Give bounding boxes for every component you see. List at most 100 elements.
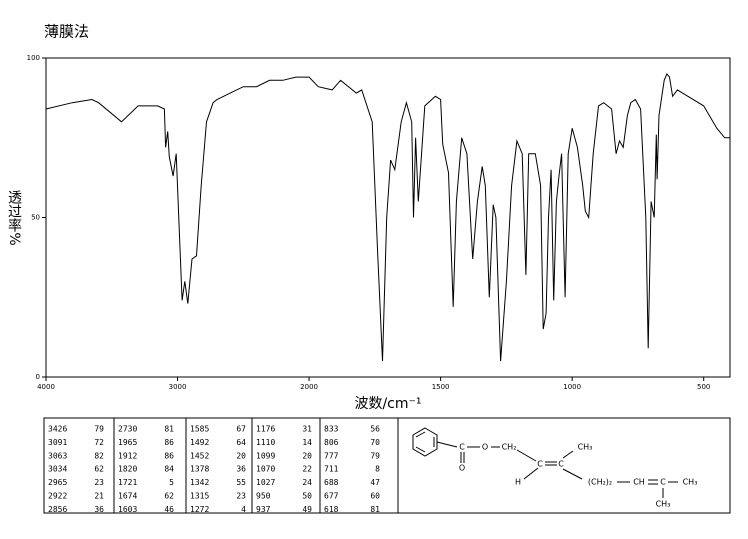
peak-wavenumber: 1027 (256, 478, 275, 487)
peak-transmittance: 82 (94, 451, 104, 460)
peak-wavenumber: 3063 (48, 451, 67, 460)
peak-transmittance: 72 (94, 438, 104, 447)
structure-label: (CH₂)₂ (588, 478, 612, 487)
structure-label: H (515, 478, 521, 487)
peak-transmittance: 4 (241, 505, 246, 514)
peak-transmittance: 22 (302, 465, 312, 474)
x-axis-label: 波数/cm⁻¹ (354, 396, 421, 412)
peak-wavenumber: 677 (324, 492, 339, 501)
x-tick-label: 2000 (300, 383, 318, 391)
peak-wavenumber: 1721 (118, 478, 137, 487)
peak-wavenumber: 1965 (118, 438, 137, 447)
x-tick-label: 500 (697, 383, 710, 391)
peak-transmittance: 62 (164, 492, 174, 501)
peak-wavenumber: 1492 (190, 438, 209, 447)
structure-label: CH (633, 478, 645, 487)
peak-wavenumber: 1912 (118, 451, 137, 460)
peak-wavenumber: 3091 (48, 438, 67, 447)
structure-label: CH₃ (683, 478, 698, 487)
peak-transmittance: 47 (370, 478, 380, 487)
peak-wavenumber: 1110 (256, 438, 275, 447)
peak-transmittance: 20 (236, 451, 246, 460)
peak-transmittance: 5 (169, 478, 174, 487)
peak-transmittance: 31 (302, 425, 312, 434)
peak-transmittance: 20 (302, 451, 312, 460)
peak-wavenumber: 1070 (256, 465, 275, 474)
peak-transmittance: 24 (302, 478, 312, 487)
y-axis-label: 透过率% (6, 190, 22, 245)
peak-wavenumber: 1315 (190, 492, 209, 501)
peak-transmittance: 79 (94, 425, 104, 434)
y-tick-label: 50 (31, 214, 40, 222)
peak-wavenumber: 688 (324, 478, 339, 487)
x-tick-label: 1500 (432, 383, 450, 391)
peak-table (43, 417, 731, 514)
structure-label: CH₂ (502, 443, 517, 452)
peak-wavenumber: 2730 (118, 425, 137, 434)
peak-transmittance: 23 (236, 492, 246, 501)
chart-title: 薄膜法 (44, 23, 89, 41)
peak-wavenumber: 1585 (190, 425, 209, 434)
spectrum-line (45, 72, 730, 362)
structure-label: C (537, 460, 543, 469)
peak-transmittance: 21 (94, 492, 104, 501)
peak-transmittance: 50 (302, 492, 312, 501)
structure-label: C (660, 478, 666, 487)
structure-label: O (482, 443, 488, 452)
peak-transmittance: 14 (302, 438, 312, 447)
peak-wavenumber: 711 (324, 465, 339, 474)
x-tick-label: 1000 (563, 383, 581, 391)
peak-wavenumber: 1378 (190, 465, 209, 474)
peak-transmittance: 46 (164, 505, 174, 514)
peak-transmittance: 8 (375, 465, 380, 474)
peak-wavenumber: 777 (324, 451, 339, 460)
structure-label: C (558, 460, 564, 469)
peak-wavenumber: 2965 (48, 478, 67, 487)
peak-transmittance: 23 (94, 478, 104, 487)
peak-transmittance: 60 (370, 492, 380, 501)
peak-wavenumber: 833 (324, 425, 339, 434)
peak-wavenumber: 1272 (190, 505, 209, 514)
peak-wavenumber: 1342 (190, 478, 209, 487)
y-tick-label: 0 (36, 373, 40, 381)
peak-transmittance: 86 (164, 451, 174, 460)
y-tick-label: 100 (27, 54, 40, 62)
peak-wavenumber: 3034 (48, 465, 67, 474)
peak-transmittance: 36 (94, 505, 104, 514)
peak-transmittance: 49 (302, 505, 312, 514)
peak-transmittance: 64 (236, 438, 246, 447)
peak-transmittance: 36 (236, 465, 246, 474)
peak-wavenumber: 1603 (118, 505, 137, 514)
peak-wavenumber: 1176 (256, 425, 275, 434)
peak-transmittance: 81 (164, 425, 174, 434)
peak-wavenumber: 1820 (118, 465, 137, 474)
peak-transmittance: 55 (236, 478, 246, 487)
peak-wavenumber: 618 (324, 505, 339, 514)
peak-transmittance: 70 (370, 438, 380, 447)
structure-label: C (459, 443, 465, 452)
x-tick-label: 4000 (37, 383, 55, 391)
peak-wavenumber: 950 (256, 492, 271, 501)
structure-bonds (412, 427, 678, 498)
peak-wavenumber: 1099 (256, 451, 275, 460)
peak-transmittance: 79 (370, 451, 380, 460)
peak-transmittance: 56 (370, 425, 380, 434)
peak-wavenumber: 3426 (48, 425, 67, 434)
structure-label: CH₃ (656, 500, 671, 509)
peak-wavenumber: 806 (324, 438, 339, 447)
peak-transmittance: 67 (236, 425, 246, 434)
x-tick-label: 3000 (169, 383, 187, 391)
peak-wavenumber: 2922 (48, 492, 67, 501)
peak-wavenumber: 1452 (190, 451, 209, 460)
peak-transmittance: 84 (164, 465, 174, 474)
peak-wavenumber: 1674 (118, 492, 137, 501)
peak-transmittance: 81 (370, 505, 380, 514)
peak-transmittance: 62 (94, 465, 104, 474)
peak-wavenumber: 937 (256, 505, 271, 514)
structure-label: CH₃ (578, 443, 593, 452)
peak-wavenumber: 2856 (48, 505, 67, 514)
structure-label: O (459, 464, 465, 473)
peak-transmittance: 86 (164, 438, 174, 447)
table-border (43, 417, 731, 514)
